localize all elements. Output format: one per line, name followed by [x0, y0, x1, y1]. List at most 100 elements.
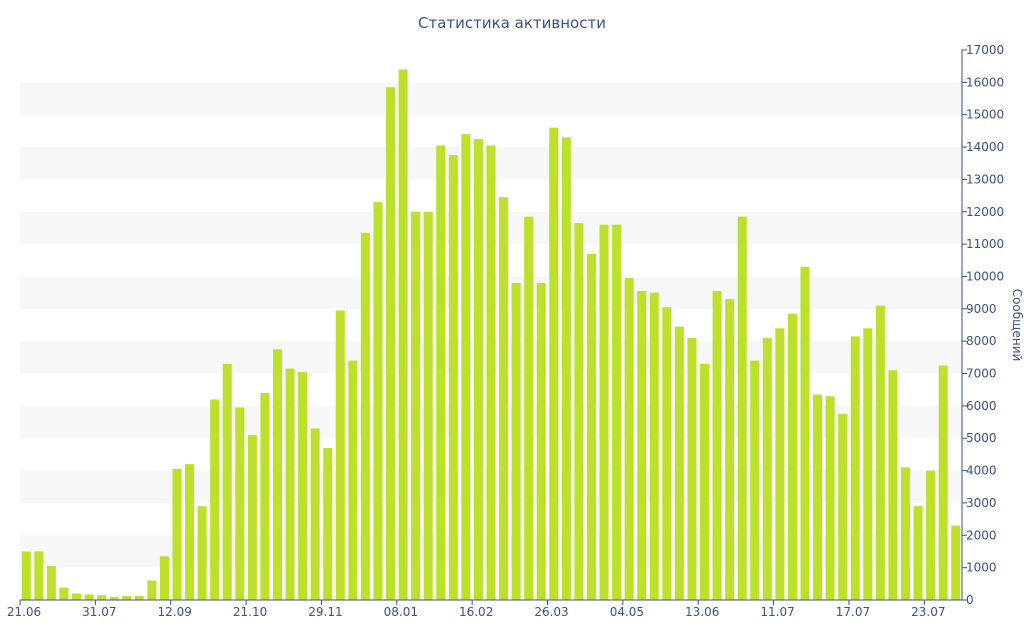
y-tick-label: 2000: [966, 528, 997, 542]
bar: [84, 594, 94, 600]
y-tick-label: 15000: [966, 108, 1004, 122]
bar: [398, 69, 408, 601]
bar: [235, 407, 245, 600]
x-tick-label: 31.07: [82, 605, 116, 619]
bar: [97, 595, 107, 600]
bar: [260, 392, 270, 600]
y-tick-label: 14000: [966, 140, 1004, 154]
bar: [197, 506, 207, 600]
bar: [473, 138, 483, 600]
bar: [285, 368, 295, 600]
y-tick-label: 3000: [966, 496, 997, 510]
bar: [775, 328, 785, 600]
bar: [900, 467, 911, 600]
bar: [712, 291, 722, 600]
grid-band: [20, 82, 962, 115]
bar: [185, 464, 195, 600]
y-tick-label: 11000: [966, 237, 1004, 251]
x-tick-label: 17.07: [836, 605, 870, 619]
bar: [561, 137, 571, 600]
bar: [888, 370, 898, 600]
bar: [536, 282, 546, 600]
bar: [838, 413, 848, 600]
bar: [448, 155, 458, 600]
bar: [71, 593, 82, 600]
y-tick-label: 16000: [966, 75, 1004, 89]
y-tick-label: 4000: [966, 464, 997, 478]
bar: [787, 313, 797, 600]
bar: [272, 349, 283, 600]
bar: [951, 525, 961, 600]
x-tick-label: 16.02: [459, 605, 493, 619]
bar: [649, 292, 659, 600]
bar: [499, 197, 509, 601]
bar: [247, 435, 257, 600]
bar: [210, 399, 220, 600]
bar: [159, 556, 169, 600]
y-tick-label: 17000: [966, 43, 1004, 57]
bar: [385, 87, 396, 601]
bar: [122, 595, 132, 600]
x-tick-label: 13.06: [685, 605, 719, 619]
bar: [34, 551, 44, 600]
bar-series: [21, 69, 961, 601]
bar: [612, 224, 622, 601]
bar: [486, 145, 496, 601]
x-tick-label: 23.07: [911, 605, 945, 619]
bar: [850, 336, 860, 600]
bar: [586, 253, 597, 600]
bar: [725, 299, 735, 600]
bar: [511, 282, 521, 600]
y-tick-label: 5000: [966, 431, 997, 445]
y-tick-label: 13000: [966, 172, 1004, 186]
bar: [913, 506, 923, 600]
y-tick-label: 0: [966, 593, 974, 607]
bar: [310, 428, 320, 600]
y-axis-label: Сообщений: [1010, 289, 1024, 362]
bar: [699, 363, 710, 600]
bar: [875, 305, 885, 600]
bar: [147, 580, 157, 600]
y-tick-label: 6000: [966, 399, 997, 413]
x-tick-label: 04.05: [610, 605, 644, 619]
bar: [461, 134, 471, 600]
y-tick-label: 1000: [966, 561, 997, 575]
bar: [574, 223, 584, 600]
x-tick-label: 29.11: [308, 605, 342, 619]
bar: [926, 470, 936, 600]
bar: [624, 278, 634, 600]
bar: [411, 211, 421, 600]
chart-title: Статистика активности: [418, 14, 606, 32]
y-tick-label: 9000: [966, 302, 997, 316]
bar: [938, 365, 948, 600]
bar: [662, 307, 672, 600]
bar: [863, 328, 873, 600]
bar: [637, 291, 647, 600]
x-tick-label: 21.10: [233, 605, 267, 619]
bar: [549, 127, 559, 600]
bar: [172, 468, 182, 600]
bar: [687, 337, 697, 600]
bar: [348, 360, 358, 600]
bar: [46, 566, 56, 600]
bar: [222, 363, 232, 600]
bar: [436, 145, 446, 601]
y-tick-label: 7000: [966, 367, 997, 381]
bar: [674, 326, 684, 600]
bar: [423, 211, 433, 600]
x-tick-label: 12.09: [158, 605, 192, 619]
x-tick-label: 11.07: [760, 605, 794, 619]
bar: [298, 371, 308, 600]
bar: [599, 224, 609, 601]
x-axis-ticks: 21.06 31.07 12.09 21.10 29.11 08.01 16.02 26.03…: [7, 600, 945, 619]
bar: [59, 587, 69, 600]
bar: [323, 447, 333, 600]
bar: [737, 216, 747, 600]
bar: [109, 597, 119, 600]
x-tick-label: 21.06: [7, 605, 41, 619]
x-tick-label: 26.03: [534, 605, 568, 619]
bar: [335, 310, 345, 600]
y-tick-label: 10000: [966, 269, 1004, 283]
bar: [134, 595, 144, 600]
